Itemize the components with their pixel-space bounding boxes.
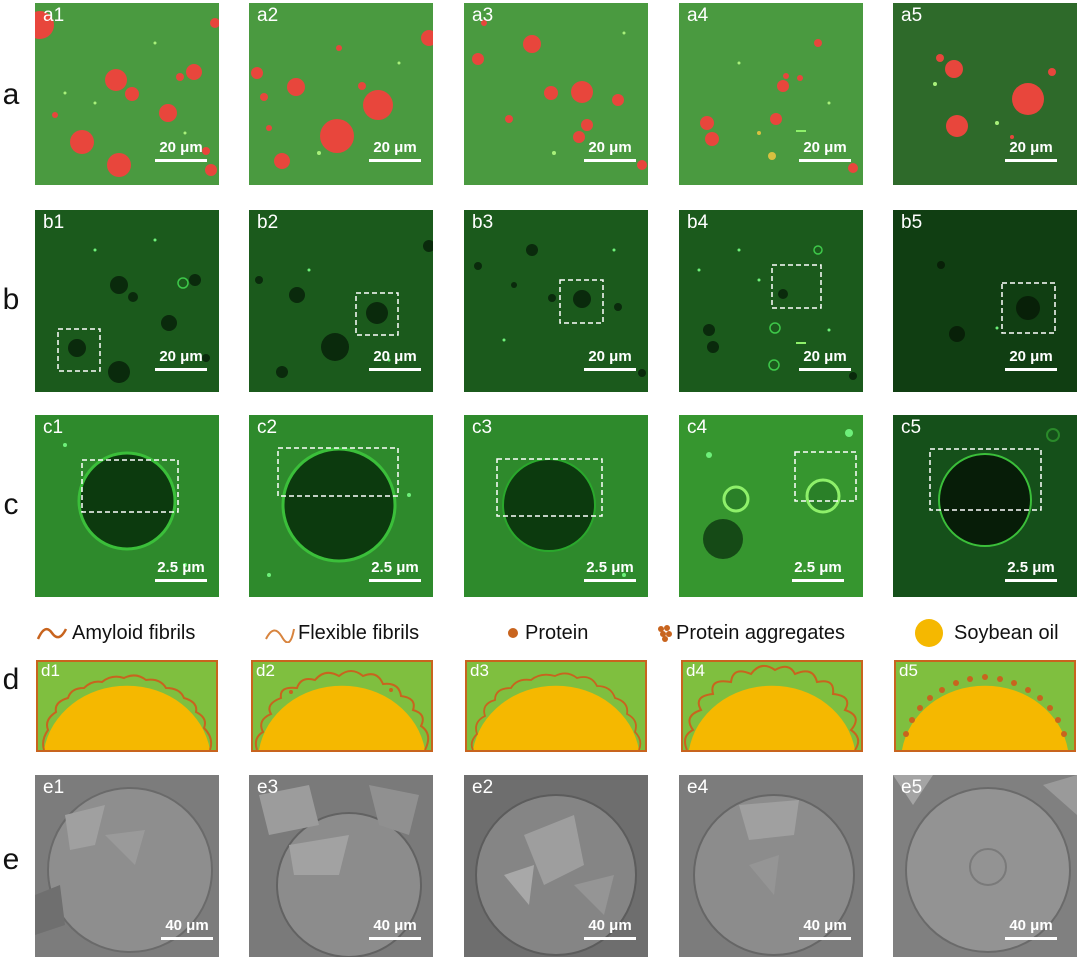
panel-label: e1 <box>43 777 65 798</box>
flexible-fibril-icon <box>265 628 295 643</box>
scale-bar: 40 μm <box>1005 917 1057 940</box>
row-label-a: a <box>2 78 20 111</box>
scale-bar: 2.5 μm <box>584 559 636 582</box>
panel-label: c5 <box>901 417 922 438</box>
panel-d3: d3 <box>465 660 647 752</box>
panel-b3: b3 20 μm <box>464 210 648 392</box>
panel-a4: a4 20 μm <box>679 3 863 185</box>
scale-bar: 40 μm <box>369 917 421 940</box>
scale-bar: 20 μm <box>1005 348 1057 371</box>
panel-label: d1 <box>41 661 60 680</box>
panel-b1: b1 20 μm <box>35 210 219 392</box>
soybean-oil-icon <box>915 619 943 647</box>
scale-bar: 40 μm <box>799 917 851 940</box>
row-label-b: b <box>2 283 20 316</box>
scale-bar: 20 μm <box>155 348 207 371</box>
scale-bar: 40 μm <box>584 917 636 940</box>
panel-label: a5 <box>901 5 923 26</box>
legend: Amyloid fibrils Flexible fibrils Protein… <box>0 619 1080 649</box>
legend-item-protein: Protein <box>507 619 588 647</box>
scale-bar: 2.5 μm <box>369 559 421 582</box>
panel-d4: d4 <box>681 660 863 752</box>
panel-label: d3 <box>470 661 489 680</box>
panel-label: b1 <box>43 212 65 233</box>
panel-label: a3 <box>472 5 494 26</box>
panel-a2: a2 20 μm <box>249 3 433 185</box>
panel-label: e5 <box>901 777 923 798</box>
panel-label: e2 <box>472 777 494 798</box>
panel-e3: e3 40 μm <box>249 775 433 957</box>
scale-bar: 20 μm <box>155 139 207 162</box>
panel-e4: e4 40 μm <box>679 775 863 957</box>
panel-label: d2 <box>256 661 275 680</box>
panel-c5: c5 2.5 μm <box>893 415 1077 597</box>
scale-bar: 40 μm <box>161 917 213 940</box>
legend-item-soybean-oil: Soybean oil <box>914 619 1059 647</box>
scale-bar: 20 μm <box>799 348 851 371</box>
legend-label: Amyloid fibrils <box>72 622 196 644</box>
row-label-e: e <box>2 843 20 876</box>
panel-e5: e5 40 μm <box>893 775 1077 957</box>
legend-label: Soybean oil <box>954 622 1059 644</box>
legend-item-protein-aggregates: Protein aggregates <box>654 619 845 647</box>
panel-label: b3 <box>472 212 494 233</box>
panel-label: c4 <box>687 417 708 438</box>
panel-label: c1 <box>43 417 64 438</box>
legend-item-flexible-fibrils: Flexible fibrils <box>264 619 419 647</box>
panel-label: e4 <box>687 777 709 798</box>
panel-label: a1 <box>43 5 65 26</box>
panel-label: c2 <box>257 417 278 438</box>
panel-e2: e2 40 μm <box>464 775 648 957</box>
panel-a3: a3 20 μm <box>464 3 648 185</box>
panel-a5: a5 20 μm <box>893 3 1077 185</box>
scale-bar: 20 μm <box>1005 139 1057 162</box>
panel-d2: d2 <box>251 660 433 752</box>
panel-label: c3 <box>472 417 493 438</box>
legend-item-amyloid-fibrils: Amyloid fibrils <box>36 619 195 647</box>
row-label-c: c <box>3 488 19 521</box>
panel-d5: d5 <box>894 660 1076 752</box>
row-label-d: d <box>2 663 20 696</box>
panel-c2: c2 2.5 μm <box>249 415 433 597</box>
panel-e1: e1 40 μm <box>35 775 219 957</box>
scale-bar: 2.5 μm <box>792 559 844 582</box>
panel-label: e3 <box>257 777 279 798</box>
panel-label: a2 <box>257 5 279 26</box>
scale-bar: 2.5 μm <box>155 559 207 582</box>
panel-b5: b5 20 μm <box>893 210 1077 392</box>
panel-c1: c1 2.5 μm <box>35 415 219 597</box>
panel-label: d4 <box>686 661 705 680</box>
panel-b2: b2 20 μm <box>249 210 433 392</box>
protein-aggregate-icon <box>658 625 672 642</box>
scale-bar: 20 μm <box>584 348 636 371</box>
panel-label: d5 <box>899 661 918 680</box>
legend-label: Protein <box>525 622 589 644</box>
scale-bar: 2.5 μm <box>1005 559 1057 582</box>
panel-c3: c3 2.5 μm <box>464 415 648 597</box>
scale-bar: 20 μm <box>369 139 421 162</box>
legend-label: Flexible fibrils <box>298 622 420 644</box>
panel-label: b5 <box>901 212 923 233</box>
panel-d1: d1 <box>36 660 218 752</box>
legend-label: Protein aggregates <box>676 622 846 644</box>
panel-c4: c4 2.5 μm <box>679 415 863 597</box>
amyloid-fibril-icon <box>36 627 68 640</box>
panel-label: b4 <box>687 212 709 233</box>
scale-bar: 20 μm <box>369 348 421 371</box>
scale-bar: 20 μm <box>799 139 851 162</box>
panel-label: b2 <box>257 212 279 233</box>
protein-dot-icon <box>508 628 518 638</box>
scale-bar: 20 μm <box>584 139 636 162</box>
panel-label: a4 <box>687 5 709 26</box>
panel-b4: b4 20 μm <box>679 210 863 392</box>
panel-a1: a1 20 μm <box>35 3 219 185</box>
